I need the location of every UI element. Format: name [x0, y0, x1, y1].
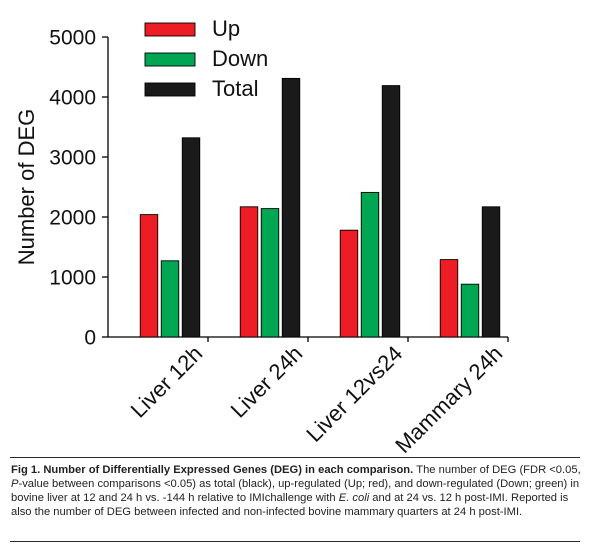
- bar-total-1: [281, 77, 301, 338]
- bar-down-0: [160, 260, 180, 338]
- y-tick-label: 2000: [49, 207, 96, 230]
- legend-label-up: Up: [212, 16, 240, 41]
- x-tick-label: Mammary 24h: [390, 341, 507, 455]
- y-tick-label: 5000: [49, 27, 96, 50]
- bar-down-3: [460, 283, 480, 338]
- caption-divider-top: [10, 457, 580, 458]
- y-tick-label: 1000: [49, 267, 96, 290]
- y-tick-label: 3000: [49, 147, 96, 170]
- legend: Up Down Total: [144, 16, 268, 101]
- y-axis-title: Number of DEG: [14, 109, 39, 266]
- bar-total-3: [481, 206, 501, 338]
- caption-text-3: and at 24 vs. 12 h post-IMI. Reported is…: [11, 492, 569, 519]
- x-tick-label: Liver 24h: [226, 341, 308, 423]
- bar-down-2: [360, 191, 380, 338]
- y-tick-label: 0: [84, 327, 96, 350]
- bar-total-2: [381, 85, 401, 338]
- bar-up-0: [139, 214, 159, 338]
- caption-lead: Fig 1. Number of Differentially Expresse…: [11, 464, 414, 476]
- bars: [139, 77, 501, 338]
- figure-caption: Fig 1. Number of Differentially Expresse…: [11, 463, 583, 519]
- legend-swatch-total: [144, 82, 196, 97]
- legend-swatch-down: [144, 52, 196, 67]
- bar-down-1: [260, 208, 280, 338]
- bar-chart: 0 1000 2000 3000 4000 5000 Number of DEG Liver …: [14, 16, 509, 455]
- caption-divider-bottom: [10, 541, 580, 542]
- bar-up-3: [439, 259, 459, 338]
- chart-area: 0 1000 2000 3000 4000 5000 Number of DEG Liver …: [14, 16, 509, 455]
- caption-ecoli-italic: E. coli: [338, 492, 370, 505]
- caption-p-italic: P: [11, 478, 19, 491]
- bar-up-2: [339, 229, 359, 338]
- legend-label-down: Down: [212, 46, 268, 71]
- legend-label-total: Total: [212, 76, 258, 101]
- x-tick-label: Liver 12h: [126, 341, 208, 423]
- legend-swatch-up: [144, 22, 196, 37]
- caption-text-2: -value between comparisons <0.05) as tot…: [11, 478, 580, 505]
- bar-up-1: [239, 206, 259, 338]
- caption-text-1: The number of DEG (FDR <0.05,: [416, 464, 581, 476]
- y-tick-label: 4000: [49, 87, 96, 110]
- x-tick-label: Liver 12vs24: [301, 341, 407, 447]
- bar-total-0: [181, 137, 201, 338]
